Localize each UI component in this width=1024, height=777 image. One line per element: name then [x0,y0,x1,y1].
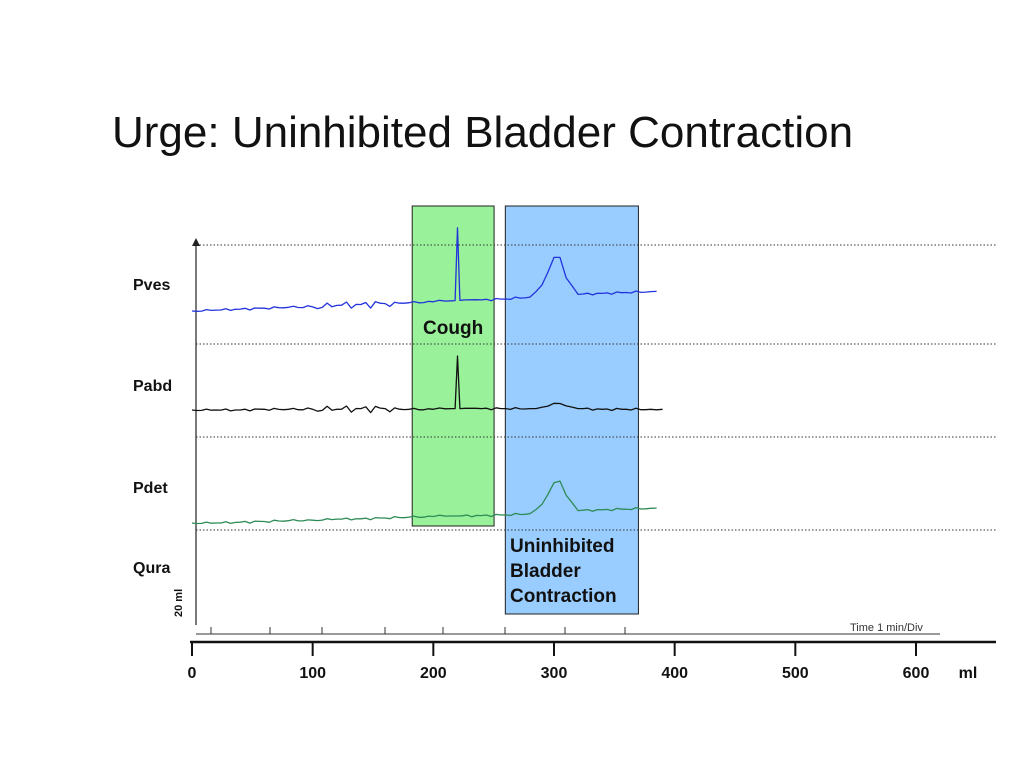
x-tick-label-600: 600 [903,665,930,682]
scale-label: 20 ml [173,589,185,617]
channel-label-pves: Pves [133,277,170,294]
trace-pdet [191,480,657,525]
contraction-label-line-3: Contraction [510,586,617,607]
cough-label: Cough [423,318,483,339]
contraction-box [504,205,639,615]
channel-label-pdet: Pdet [133,480,168,497]
cough-box [411,205,495,527]
x-tick-label-300: 300 [541,665,568,682]
time-label: Time 1 min/Div [850,622,923,634]
trace-pabd [191,355,663,414]
contraction-label-line-2: Bladder [510,561,581,582]
x-axis-label: ml [959,665,978,682]
traces [191,227,663,525]
page-title: Urge: Uninhibited Bladder Contraction [112,108,854,157]
x-tick-label-0: 0 [188,665,197,682]
trace-pves [191,227,657,312]
x-tick-label-400: 400 [661,665,688,682]
annotation-boxes [411,205,639,615]
contraction-label-line-1: Uninhibited [510,536,614,557]
y-axis-arrow [192,238,200,246]
x-tick-label-500: 500 [782,665,809,682]
x-tick-label-200: 200 [420,665,447,682]
labels: 0 100 200 300 400 500 600 ml Pves Pabd Pdet Qura20 … [133,277,977,682]
channel-label-pabd: Pabd [133,378,172,395]
x-tick-label-100: 100 [299,665,326,682]
axes [190,238,996,656]
channel-separators [196,244,996,531]
channel-label-qura: Qura [133,560,170,577]
